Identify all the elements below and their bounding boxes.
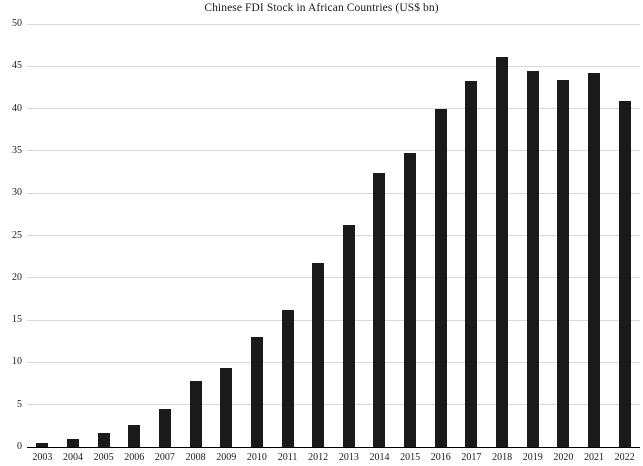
bar-2004 [66,439,79,447]
gridline-y-30 [27,192,640,194]
x-tick-label-2020: 2020 [553,452,574,463]
y-tick-label: 25 [12,229,22,241]
x-tick-label-2010: 2010 [246,452,267,463]
bar-2019 [526,71,539,447]
x-tick-label-2014: 2014 [369,452,390,463]
bar-2017 [465,80,478,447]
y-tick-label: 20 [12,271,22,283]
gridline-y-20 [27,277,640,279]
y-tick-label: 5 [17,398,22,410]
y-tick-label: 10 [12,356,22,368]
gridline-y-5 [27,404,640,406]
y-tick-label: 0 [17,441,22,452]
x-tick-label-2005: 2005 [93,452,114,463]
x-tick-label-2004: 2004 [62,452,83,463]
y-tick-label: 15 [12,314,22,326]
x-tick-label-2022: 2022 [614,452,635,463]
bar-2011 [281,309,294,447]
bar-2008 [189,381,202,447]
chart-title: Chinese FDI Stock in African Countries (… [204,2,439,14]
y-tick-label: 40 [12,102,22,114]
x-tick-label-2019: 2019 [522,452,543,463]
bar-2018 [496,56,509,447]
gridline-y-50 [27,23,640,25]
bar-2020 [557,79,570,447]
x-axis-line [27,446,640,448]
x-tick-label-2015: 2015 [400,452,421,463]
bar-2005 [97,433,110,447]
gridline-y-40 [27,108,640,110]
gridline-y-35 [27,150,640,152]
bar-2007 [158,408,171,447]
bar-2003 [36,442,49,447]
bar-2015 [404,153,417,447]
gridline-y-10 [27,361,640,363]
gridline-y-25 [27,235,640,236]
y-tick-label: 35 [12,144,22,156]
bar-2012 [312,263,325,447]
bar-2022 [618,100,631,447]
x-tick-label-2013: 2013 [338,452,359,463]
bar-2009 [220,368,233,447]
x-tick-label-2021: 2021 [584,452,605,463]
y-tick-label: 50 [12,18,22,29]
y-tick-label: 30 [12,187,22,199]
x-tick-label-2017: 2017 [461,452,482,463]
x-tick-label-2016: 2016 [430,452,451,463]
bar-2010 [250,337,263,447]
bar-2016 [434,109,447,447]
x-tick-label-2011: 2011 [277,452,298,463]
bar-2014 [373,172,386,447]
gridline-y-45 [27,65,640,67]
x-tick-label-2009: 2009 [216,452,237,463]
x-tick-label-2003: 2003 [32,452,53,463]
gridline-y-15 [27,319,640,321]
x-tick-label-2008: 2008 [185,452,206,463]
bar-2013 [342,225,355,447]
x-tick-label-2006: 2006 [124,452,145,463]
y-tick-label: 45 [12,60,22,72]
bar-2021 [588,73,601,447]
bar-2006 [128,425,141,447]
x-tick-label-2018: 2018 [492,452,513,463]
x-tick-label-2007: 2007 [154,452,175,463]
x-tick-label-2012: 2012 [308,452,329,463]
